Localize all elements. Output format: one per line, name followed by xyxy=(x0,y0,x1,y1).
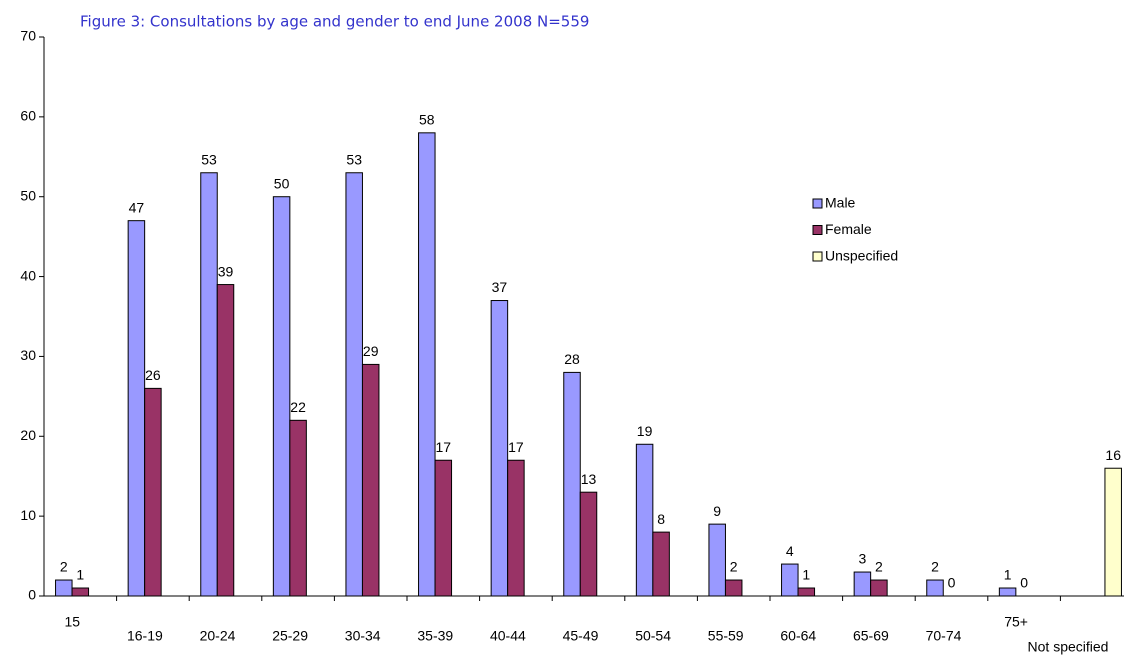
bar xyxy=(289,419,307,597)
value-label: 17 xyxy=(508,439,524,455)
legend-label: Unspecified xyxy=(825,248,898,264)
value-label: 4 xyxy=(786,543,794,559)
legend-swatch xyxy=(812,225,823,235)
bar xyxy=(71,587,90,597)
value-label: 53 xyxy=(346,151,362,167)
value-label: 2 xyxy=(730,559,738,575)
bar xyxy=(853,571,872,597)
value-label: 50 xyxy=(274,175,290,191)
x-tick-label: 40-44 xyxy=(490,628,526,644)
legend-label: Male xyxy=(825,195,856,211)
y-tick-label: 10 xyxy=(20,507,36,523)
x-tick-label: Not specified xyxy=(1028,639,1109,655)
value-label: 19 xyxy=(637,423,653,439)
value-label: 8 xyxy=(657,511,665,527)
bar xyxy=(272,196,291,597)
bar xyxy=(781,563,799,597)
bar xyxy=(998,587,1017,597)
value-label: 58 xyxy=(419,112,435,128)
value-label: 1 xyxy=(76,567,84,583)
value-label: 2 xyxy=(60,559,68,575)
bar xyxy=(708,523,726,597)
x-tick-label: 15 xyxy=(65,614,81,630)
bar xyxy=(216,284,235,597)
value-label: 1 xyxy=(1004,567,1012,583)
y-tick-label: 30 xyxy=(20,347,36,363)
value-label: 22 xyxy=(290,399,306,415)
bar xyxy=(635,443,654,597)
x-tick-label: 16-19 xyxy=(127,628,163,644)
bar xyxy=(797,587,816,597)
value-label: 28 xyxy=(564,351,580,367)
bar xyxy=(652,531,670,597)
value-label: 2 xyxy=(931,559,939,575)
value-label: 39 xyxy=(218,263,234,279)
bar xyxy=(55,579,73,597)
legend-swatch xyxy=(812,198,823,209)
value-label: 29 xyxy=(363,343,379,359)
bar xyxy=(200,172,218,597)
bar xyxy=(926,579,944,597)
legend-swatch xyxy=(812,251,823,262)
y-tick-label: 40 xyxy=(20,267,36,283)
bar xyxy=(127,220,146,597)
value-label: 13 xyxy=(581,471,597,487)
x-tick-label: 35-39 xyxy=(417,628,453,644)
x-tick-label: 25-29 xyxy=(272,628,308,644)
value-label: 3 xyxy=(859,551,867,567)
value-label: 0 xyxy=(1020,575,1028,591)
chart-title: Figure 3: Consultations by age and gende… xyxy=(80,13,589,31)
value-label: 17 xyxy=(436,439,452,455)
bar xyxy=(579,491,598,597)
x-tick-label: 45-49 xyxy=(563,628,599,644)
bar xyxy=(345,172,363,597)
value-label: 2 xyxy=(875,559,883,575)
bar xyxy=(724,579,743,597)
value-label: 1 xyxy=(802,567,810,583)
bar xyxy=(870,579,888,597)
value-label: 53 xyxy=(201,151,217,167)
x-tick-label: 20-24 xyxy=(200,628,236,644)
value-label: 47 xyxy=(129,199,145,215)
y-tick-label: 70 xyxy=(20,28,36,44)
y-tick-label: 0 xyxy=(28,587,36,603)
bar xyxy=(434,459,453,597)
x-tick-label: 50-54 xyxy=(635,628,671,644)
x-tick-label: 55-59 xyxy=(708,628,744,644)
bar xyxy=(563,371,581,597)
value-label: 26 xyxy=(145,367,161,383)
x-tick-label: 75+ xyxy=(1004,614,1028,630)
bar xyxy=(1104,467,1122,597)
bar xyxy=(507,459,525,597)
x-tick-label: 65-69 xyxy=(853,628,889,644)
x-tick-label: 60-64 xyxy=(780,628,816,644)
y-tick-label: 50 xyxy=(20,187,36,203)
value-label: 37 xyxy=(492,279,508,295)
x-tick-label: 30-34 xyxy=(345,628,381,644)
y-tick-label: 60 xyxy=(20,108,36,124)
legend-label: Female xyxy=(825,221,872,237)
value-label: 0 xyxy=(948,575,956,591)
bar xyxy=(144,387,162,597)
bar xyxy=(490,300,509,597)
value-label: 16 xyxy=(1105,447,1121,463)
bar xyxy=(418,132,436,597)
y-tick-label: 20 xyxy=(20,427,36,443)
value-label: 9 xyxy=(713,503,721,519)
bar xyxy=(361,363,380,597)
x-tick-label: 70-74 xyxy=(926,628,962,644)
